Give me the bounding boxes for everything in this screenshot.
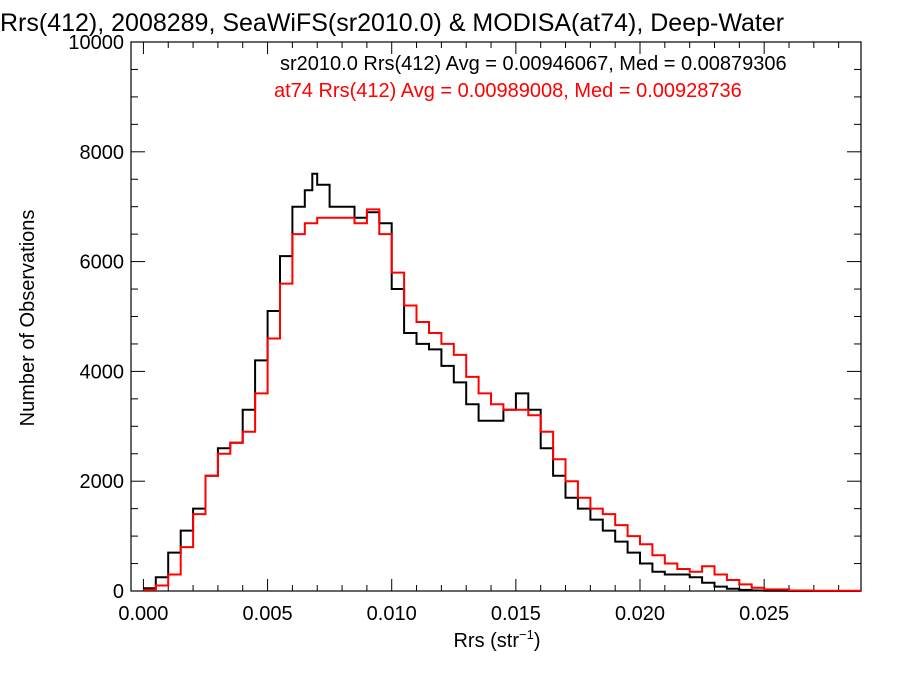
x-tick-label: 0.020 [615, 603, 665, 625]
x-tick-label: 0.025 [739, 603, 789, 625]
y-axis-label: Number of Observations [17, 210, 39, 427]
x-tick-label: 0.005 [243, 603, 293, 625]
series-line-at74 [143, 208, 862, 592]
chart-title: Rrs(412), 2008289, SeaWiFS(sr2010.0) & M… [0, 9, 784, 37]
y-tick-label: 4000 [80, 361, 125, 383]
plot-axes: 0.000 0.005 0.010 0.015 0.020 0.025 0 2000 4000 6… [68, 32, 862, 625]
y-tick-label: 0 [113, 581, 124, 603]
x-axis-label: Rrs (str−1) [453, 627, 540, 652]
y-tick-label: 2000 [80, 471, 125, 493]
y-tick-label: 8000 [80, 142, 125, 164]
series-line-sr2010.0 [143, 172, 861, 592]
x-tick-label: 0.010 [367, 603, 417, 625]
y-tick-label: 10000 [68, 32, 124, 54]
x-axis-label-superscript: −1 [519, 627, 534, 642]
x-tick-label: 0.015 [491, 603, 541, 625]
plot-frame [130, 41, 862, 592]
legend: sr2010.0 Rrs(412) Avg = 0.00946067, Med … [274, 53, 787, 102]
legend-entry-at74: at74 Rrs(412) Avg = 0.00989008, Med = 0.… [274, 80, 742, 102]
series-layer [143, 172, 862, 592]
x-tick-label: 0.000 [118, 603, 168, 625]
y-tick-label: 6000 [80, 252, 125, 274]
legend-entry-sr2010: sr2010.0 Rrs(412) Avg = 0.00946067, Med … [280, 53, 787, 75]
x-axis-label-main: Rrs (str [453, 630, 519, 652]
x-axis-label-close: ) [534, 630, 541, 652]
